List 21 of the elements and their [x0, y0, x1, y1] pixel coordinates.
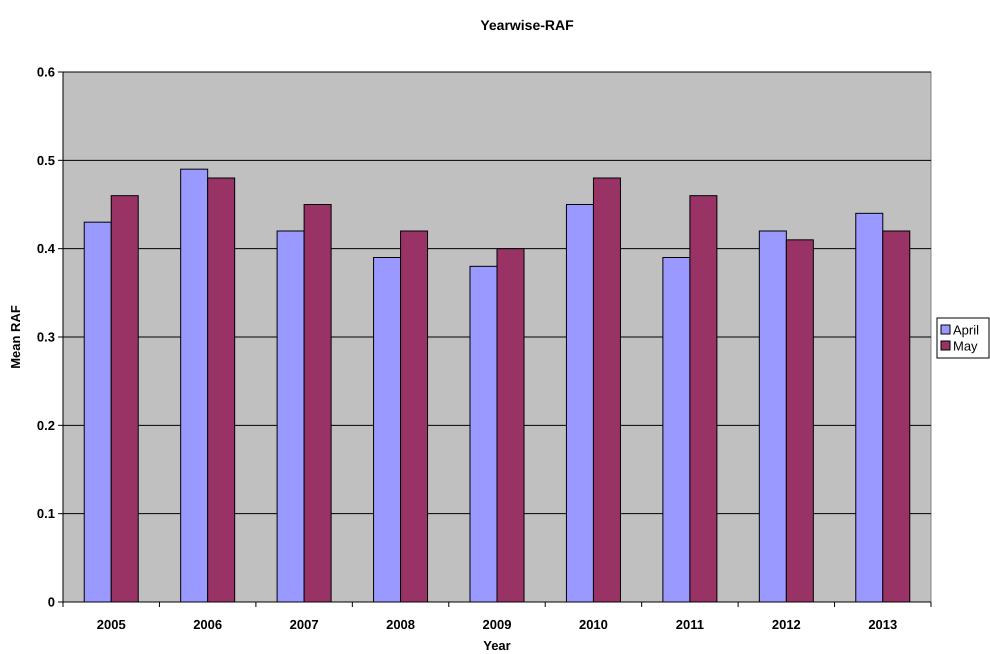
x-tick-label: 2007	[290, 617, 319, 632]
y-axis-title: Mean RAF	[8, 305, 23, 369]
x-tick-label: 2005	[96, 617, 126, 632]
y-tick-label: 0.4	[36, 241, 56, 256]
x-axis-title: Year	[483, 638, 511, 653]
y-tick-label: 0.3	[36, 330, 55, 345]
x-tick-label: 2013	[868, 617, 898, 632]
y-tick-label: 0.5	[36, 152, 55, 168]
x-tick-label: 2009	[482, 617, 512, 632]
x-tick-label: 2010	[578, 617, 608, 632]
chart-title: Yearwise-RAF	[480, 17, 574, 33]
legend-label: May	[953, 338, 978, 354]
x-tick-label: 2008	[386, 617, 416, 632]
x-tick-label: 2006	[193, 617, 222, 632]
y-tick-label: 0.6	[36, 64, 55, 80]
x-tick-label: 2012	[772, 617, 801, 632]
legend-label: April	[953, 322, 980, 338]
x-tick-label: 2011	[676, 617, 704, 632]
y-tick-label: 0.1	[36, 506, 55, 522]
y-tick-label: 0	[48, 594, 55, 610]
y-tick-label: 0.2	[36, 418, 55, 433]
